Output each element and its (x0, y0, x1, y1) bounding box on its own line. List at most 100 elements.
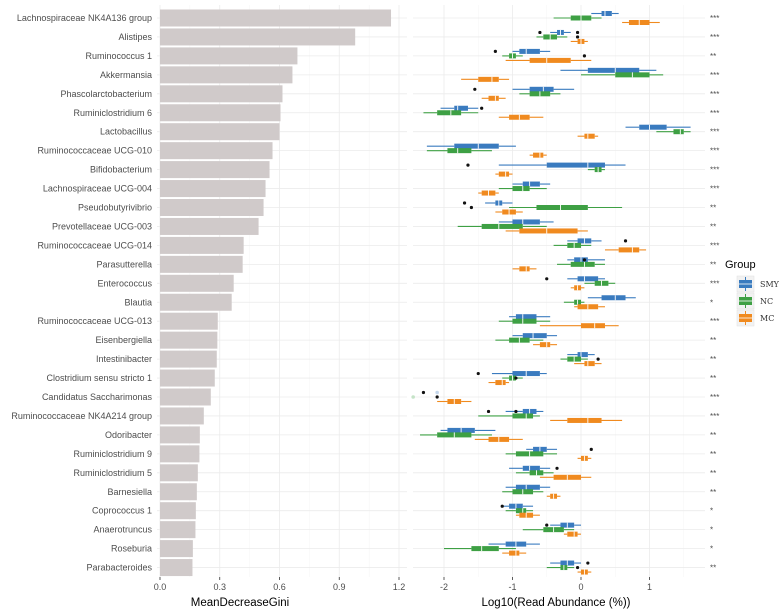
boxplot-mc (533, 342, 558, 348)
boxplot-nc (444, 546, 516, 552)
significance-label: *** (710, 185, 719, 194)
significance-label: *** (710, 128, 719, 137)
boxplot-smy (476, 371, 547, 377)
significance-label: *** (710, 33, 719, 42)
box-body (639, 124, 667, 130)
boxplot-mc (574, 361, 602, 367)
box-outlier (596, 357, 600, 361)
boxplot-nc (502, 53, 587, 59)
boxplot-smy (509, 465, 559, 471)
box-body (481, 223, 523, 229)
taxon-label: Ruminococcus 1 (85, 51, 152, 61)
boxplot-nc (522, 527, 575, 533)
taxon-label: Lactobacillus (100, 127, 153, 137)
taxon-label: Candidatus Saccharimonas (42, 392, 153, 402)
boxplot-smy (538, 29, 580, 35)
right-tick-label: -2 (440, 582, 448, 592)
boxplot-mc (622, 20, 660, 25)
importance-bar (160, 540, 193, 558)
boxplot-mc (495, 171, 513, 177)
importance-bar (160, 293, 232, 311)
box-body (512, 413, 534, 419)
boxplot-nc (498, 186, 547, 192)
box-outlier (480, 106, 484, 110)
box-body (522, 333, 547, 339)
box-body (512, 186, 530, 192)
box-body (512, 318, 537, 324)
taxon-label: Ruminococcaceae NK4A214 group (11, 411, 152, 421)
boxplot-smy (421, 390, 439, 395)
boxplot-mc (563, 531, 581, 537)
significance-label: *** (710, 14, 719, 23)
box-body (577, 352, 588, 358)
importance-bar (160, 312, 218, 330)
significance-label: ** (710, 336, 716, 345)
boxplot-mc (515, 512, 540, 518)
box-body (673, 129, 684, 135)
importance-bar (160, 274, 234, 292)
box-body (454, 105, 468, 111)
box-body (529, 57, 571, 63)
box-outlier (575, 35, 580, 39)
importance-bar (160, 28, 356, 46)
boxplot-smy (500, 503, 534, 509)
boxplot-nc (502, 375, 523, 381)
importance-bars (160, 9, 392, 577)
boxplot-smy (591, 11, 619, 16)
box-body (577, 276, 599, 282)
box-body (570, 261, 595, 267)
significance-label: *** (710, 241, 719, 250)
significance-markers: ****************************************… (710, 14, 719, 573)
box-outlier (493, 49, 497, 54)
importance-bar (160, 161, 270, 179)
boxplot-smy (440, 427, 496, 433)
boxplot-smy (567, 352, 595, 358)
boxplot-nc (505, 508, 534, 514)
significance-label: * (710, 545, 713, 554)
box-outlier (476, 371, 480, 376)
boxplot-mc (502, 550, 527, 556)
box-body (522, 181, 540, 187)
taxon-label: Parasutterella (96, 259, 152, 269)
boxplot-nc (498, 318, 551, 324)
box-body (488, 95, 499, 101)
box-outlier (500, 504, 504, 508)
significance-label: *** (710, 147, 719, 156)
boxplot-smy (512, 333, 558, 339)
importance-bar (160, 331, 218, 349)
boxplot-smy (625, 124, 691, 130)
significance-label: ** (710, 222, 716, 231)
boxplot-smy (493, 48, 551, 54)
box-body (515, 484, 540, 490)
box-body (447, 148, 472, 154)
taxon-label: Bifidobacterium (90, 165, 152, 175)
box-body (498, 171, 510, 177)
boxplot-mc (550, 417, 623, 423)
box-outlier (589, 447, 593, 451)
box-body (584, 133, 595, 139)
boxplot-nc (515, 470, 554, 476)
boxplot-smy (498, 219, 554, 225)
box-body (495, 380, 506, 386)
box-outlier (466, 163, 470, 167)
boxplot-smy (488, 541, 540, 547)
importance-bar (160, 445, 200, 463)
boxplot-nc (546, 565, 580, 571)
importance-bar (160, 47, 298, 65)
taxon-label: Enterococcus (97, 278, 152, 288)
taxon-label: Coprococcus 1 (92, 506, 152, 516)
importance-bar (160, 217, 259, 235)
taxon-label: Blautia (124, 297, 152, 307)
boxplot-nc (505, 451, 558, 457)
box-body (454, 143, 499, 149)
boxplot-smy (567, 257, 605, 263)
box-outlier (586, 561, 590, 565)
taxon-label: Lachnospiraceae NK4A136 group (17, 13, 152, 23)
importance-bar (160, 236, 244, 254)
boxplot-nc (502, 489, 544, 495)
significance-label: ** (710, 488, 716, 497)
significance-label: ** (710, 431, 716, 440)
boxplot-mc (570, 285, 585, 291)
significance-label: *** (710, 317, 719, 326)
box-outlier (473, 87, 477, 91)
